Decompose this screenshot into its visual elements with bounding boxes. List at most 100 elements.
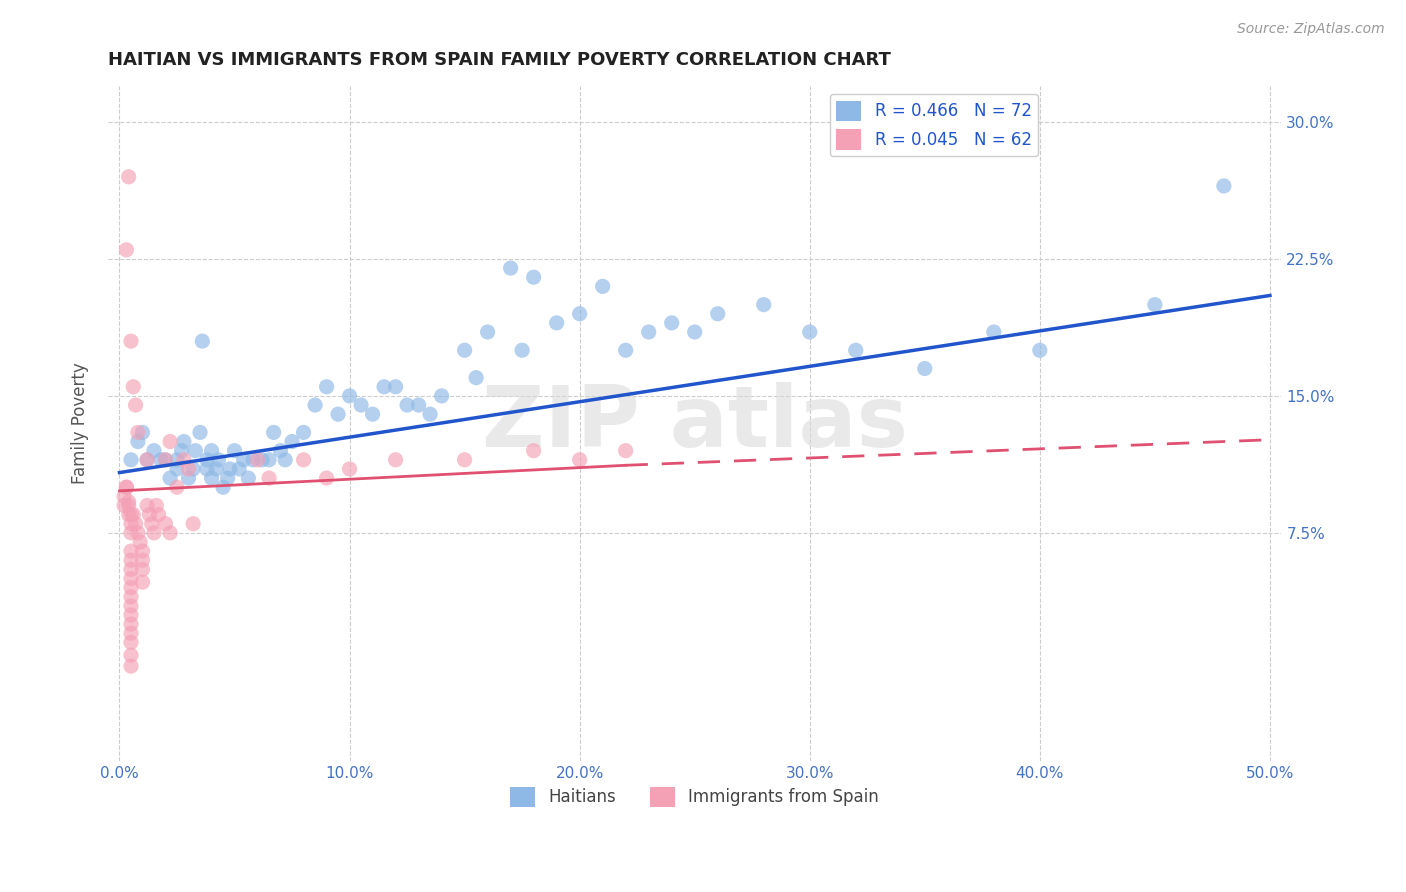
Point bbox=[143, 443, 166, 458]
Point bbox=[200, 471, 222, 485]
Point bbox=[145, 499, 167, 513]
Point bbox=[914, 361, 936, 376]
Point bbox=[120, 525, 142, 540]
Point bbox=[339, 462, 361, 476]
Point bbox=[136, 499, 159, 513]
Point bbox=[170, 443, 193, 458]
Point bbox=[131, 575, 153, 590]
Point bbox=[350, 398, 373, 412]
Point bbox=[270, 443, 292, 458]
Point bbox=[155, 516, 177, 531]
Point bbox=[120, 572, 142, 586]
Point bbox=[592, 279, 614, 293]
Point bbox=[120, 562, 142, 576]
Text: HAITIAN VS IMMIGRANTS FROM SPAIN FAMILY POVERTY CORRELATION CHART: HAITIAN VS IMMIGRANTS FROM SPAIN FAMILY … bbox=[108, 51, 891, 69]
Point bbox=[212, 480, 235, 494]
Point bbox=[127, 425, 149, 440]
Point bbox=[228, 462, 250, 476]
Point bbox=[166, 480, 188, 494]
Point bbox=[1143, 297, 1166, 311]
Point bbox=[373, 380, 395, 394]
Point bbox=[683, 325, 706, 339]
Point bbox=[115, 480, 138, 494]
Point bbox=[188, 425, 211, 440]
Point bbox=[159, 525, 181, 540]
Point bbox=[1029, 343, 1052, 358]
Point bbox=[118, 508, 141, 522]
Point bbox=[120, 635, 142, 649]
Point bbox=[112, 499, 135, 513]
Point bbox=[546, 316, 568, 330]
Point bbox=[124, 516, 146, 531]
Point bbox=[191, 334, 214, 348]
Point bbox=[120, 590, 142, 604]
Point bbox=[983, 325, 1005, 339]
Point bbox=[195, 462, 218, 476]
Text: Source: ZipAtlas.com: Source: ZipAtlas.com bbox=[1237, 22, 1385, 37]
Point bbox=[207, 452, 229, 467]
Point bbox=[523, 443, 546, 458]
Point bbox=[120, 581, 142, 595]
Point bbox=[384, 452, 406, 467]
Point bbox=[136, 452, 159, 467]
Point bbox=[124, 398, 146, 412]
Point bbox=[523, 270, 546, 285]
Point bbox=[181, 462, 204, 476]
Point bbox=[396, 398, 419, 412]
Point bbox=[315, 471, 337, 485]
Point bbox=[281, 434, 304, 449]
Point bbox=[217, 471, 239, 485]
Point bbox=[453, 452, 475, 467]
Point bbox=[120, 648, 142, 663]
Point bbox=[205, 462, 228, 476]
Point bbox=[430, 389, 453, 403]
Point bbox=[304, 398, 326, 412]
Point bbox=[155, 452, 177, 467]
Point bbox=[166, 452, 188, 467]
Point bbox=[250, 452, 273, 467]
Point bbox=[166, 462, 188, 476]
Point bbox=[118, 495, 141, 509]
Point bbox=[122, 508, 145, 522]
Point bbox=[120, 553, 142, 567]
Point bbox=[257, 471, 280, 485]
Point bbox=[339, 389, 361, 403]
Point bbox=[120, 334, 142, 348]
Point bbox=[155, 452, 177, 467]
Point bbox=[122, 380, 145, 394]
Point bbox=[361, 407, 384, 421]
Point bbox=[614, 443, 637, 458]
Point bbox=[131, 425, 153, 440]
Point bbox=[453, 343, 475, 358]
Point bbox=[637, 325, 659, 339]
Point bbox=[1212, 178, 1234, 193]
Point bbox=[232, 452, 254, 467]
Point bbox=[219, 462, 242, 476]
Point bbox=[149, 452, 172, 467]
Point bbox=[120, 626, 142, 640]
Point bbox=[159, 471, 181, 485]
Point bbox=[143, 525, 166, 540]
Legend: Haitians, Immigrants from Spain: Haitians, Immigrants from Spain bbox=[503, 780, 886, 814]
Point bbox=[499, 261, 522, 276]
Point bbox=[120, 599, 142, 613]
Text: ZIP atlas: ZIP atlas bbox=[482, 382, 908, 465]
Point bbox=[419, 407, 441, 421]
Point bbox=[614, 343, 637, 358]
Point bbox=[661, 316, 683, 330]
Point bbox=[568, 452, 591, 467]
Point bbox=[118, 169, 141, 184]
Point bbox=[120, 508, 142, 522]
Point bbox=[127, 434, 149, 449]
Point bbox=[292, 452, 315, 467]
Point bbox=[138, 508, 160, 522]
Point bbox=[195, 452, 218, 467]
Point bbox=[115, 243, 138, 257]
Y-axis label: Family Poverty: Family Poverty bbox=[72, 362, 89, 484]
Point bbox=[238, 471, 260, 485]
Point bbox=[292, 425, 315, 440]
Point bbox=[181, 516, 204, 531]
Point bbox=[242, 452, 264, 467]
Point bbox=[120, 607, 142, 622]
Point bbox=[465, 370, 488, 384]
